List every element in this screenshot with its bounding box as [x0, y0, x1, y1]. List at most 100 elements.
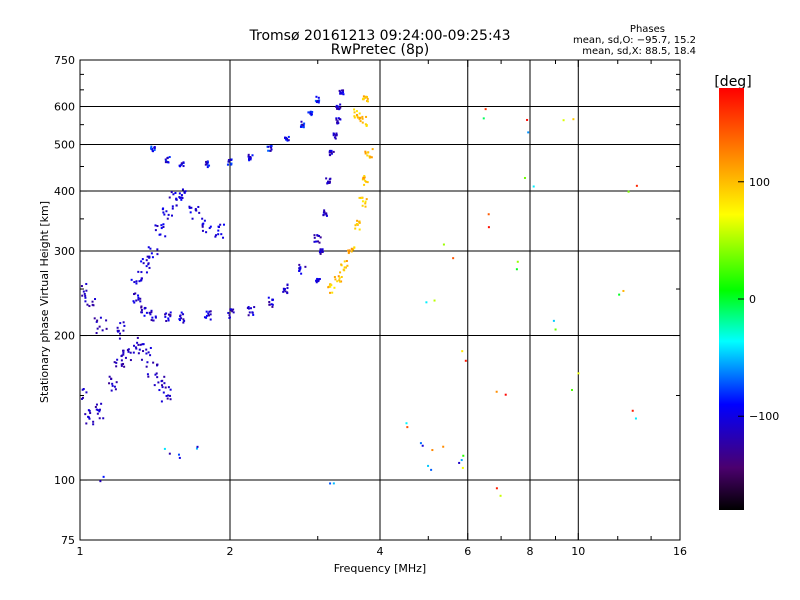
echo-point	[159, 233, 162, 236]
echo-point	[342, 89, 345, 92]
echo-point	[115, 381, 118, 384]
echo-point	[85, 422, 88, 425]
echo-point	[183, 191, 186, 194]
echo-point	[168, 156, 171, 159]
echo-point	[334, 134, 337, 137]
echo-point	[462, 454, 465, 457]
echo-point	[145, 348, 148, 351]
x-tick-label: 1	[77, 545, 84, 558]
echo-point	[343, 266, 346, 269]
x-axis-label: Frequency [MHz]	[334, 562, 426, 575]
echo-point	[321, 249, 324, 252]
echo-point	[286, 287, 289, 290]
echo-point	[282, 287, 285, 290]
echo-point	[140, 306, 143, 309]
echo-point	[330, 284, 333, 287]
echo-point	[452, 257, 455, 260]
echo-point	[180, 194, 183, 197]
echo-point	[622, 289, 625, 292]
echo-point	[251, 154, 254, 157]
echo-point	[268, 300, 271, 303]
echo-point	[309, 111, 312, 114]
echo-point	[101, 329, 104, 332]
echo-point	[627, 190, 630, 193]
echo-point	[161, 386, 164, 389]
echo-point	[504, 393, 507, 396]
echo-point	[180, 162, 183, 165]
echo-point	[419, 442, 422, 445]
echo-point	[335, 117, 338, 120]
echo-point	[227, 160, 230, 163]
echo-point	[219, 223, 222, 226]
echo-point	[169, 311, 172, 314]
echo-point	[269, 149, 272, 152]
echo-point	[82, 388, 85, 391]
echo-point	[152, 319, 155, 322]
echo-point	[98, 410, 101, 413]
echo-point	[123, 365, 126, 368]
echo-point	[332, 482, 335, 485]
echo-point	[146, 255, 149, 258]
echo-point	[148, 311, 151, 314]
echo-point	[120, 354, 123, 357]
echo-point	[143, 314, 146, 317]
echo-point	[169, 398, 172, 401]
echo-point	[195, 447, 198, 450]
echo-point	[98, 325, 101, 328]
echo-point	[346, 264, 349, 267]
echo-point	[94, 405, 97, 408]
echo-point	[88, 409, 91, 412]
echo-point	[84, 296, 87, 299]
echo-point	[102, 417, 105, 420]
echo-point	[358, 220, 361, 223]
echo-point	[318, 241, 321, 244]
echo-point	[554, 328, 557, 331]
echo-point	[145, 311, 148, 314]
echo-point	[570, 388, 573, 391]
echo-point	[167, 313, 170, 316]
x-tick-label: 16	[673, 545, 687, 558]
echo-point	[299, 266, 302, 269]
echo-point	[330, 152, 333, 155]
echo-point	[298, 263, 301, 266]
x-tick-label: 8	[527, 545, 534, 558]
echo-point	[267, 296, 270, 299]
echo-point	[572, 118, 575, 121]
echo-point	[232, 308, 235, 311]
echo-point	[208, 310, 211, 313]
echo-point	[315, 95, 318, 98]
echo-point	[361, 121, 364, 124]
echo-point	[335, 104, 338, 107]
echo-point	[189, 211, 192, 214]
echo-point	[183, 319, 186, 322]
echo-point	[201, 223, 204, 226]
echo-point	[228, 316, 231, 319]
echo-point	[317, 240, 320, 243]
echo-point	[168, 452, 171, 455]
echo-point	[145, 271, 148, 274]
echo-point	[177, 453, 180, 456]
echo-point	[358, 118, 361, 121]
echo-point	[286, 283, 289, 286]
echo-point	[343, 269, 346, 272]
echo-point	[247, 314, 250, 317]
echo-point	[337, 275, 340, 278]
echo-point	[180, 317, 183, 320]
echo-point	[342, 93, 345, 96]
echo-point	[115, 361, 118, 364]
echo-point	[140, 279, 143, 282]
echo-point	[348, 249, 351, 252]
echo-point	[246, 307, 249, 310]
chart-title: Tromsø 20161213 09:24:00-09:25:43	[249, 28, 511, 44]
echo-point	[335, 118, 338, 121]
echo-point	[99, 316, 102, 319]
echo-point	[334, 278, 337, 281]
echo-point	[129, 359, 132, 362]
echo-point	[153, 384, 156, 387]
echo-point	[322, 214, 325, 217]
echo-point	[181, 188, 184, 191]
colorbar-tick-label: 0	[749, 293, 756, 306]
x-tick-label: 10	[571, 545, 585, 558]
echo-point	[174, 191, 177, 194]
echo-point	[194, 207, 197, 210]
